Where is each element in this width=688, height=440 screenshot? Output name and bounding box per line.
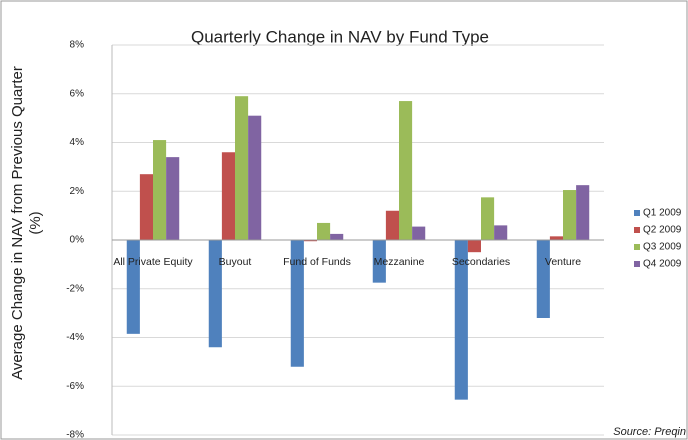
legend-label: Q2 2009 <box>643 225 682 236</box>
x-tick-label: Fund of Funds <box>283 256 351 268</box>
bar <box>317 222 331 240</box>
y-tick-label: 8% <box>70 40 85 51</box>
bar <box>481 197 495 240</box>
source-note: Source: Preqin <box>613 426 686 438</box>
bar <box>139 174 153 240</box>
bar <box>153 140 167 240</box>
bar <box>399 101 413 240</box>
x-tick-label: Secondaries <box>452 256 510 268</box>
y-tick-label: -2% <box>66 283 84 294</box>
y-tick-label: 2% <box>70 186 85 197</box>
y-tick-label: -4% <box>66 332 84 343</box>
bar <box>412 226 426 240</box>
bar <box>330 233 344 240</box>
legend-swatch <box>634 244 640 250</box>
x-tick-label: Mezzanine <box>374 256 425 268</box>
bar <box>303 240 317 242</box>
x-tick-label: Buyout <box>219 256 252 268</box>
bar <box>372 240 386 283</box>
bar <box>454 240 468 400</box>
y-tick-label: -8% <box>66 430 84 440</box>
legend-label: Q4 2009 <box>643 259 682 270</box>
y-tick-label: -6% <box>66 381 84 392</box>
bar <box>235 96 249 240</box>
bar <box>385 210 399 240</box>
bar <box>494 225 508 240</box>
legend-swatch <box>634 227 640 233</box>
legend-label: Q1 2009 <box>643 208 682 219</box>
bar <box>536 240 550 318</box>
y-axis-title: Average Change in NAV from Previous Quar… <box>9 66 44 380</box>
legend-label: Q3 2009 <box>643 242 682 253</box>
legend-swatch <box>634 210 640 216</box>
y-tick-label: 4% <box>70 137 85 148</box>
legend-swatch <box>634 261 640 267</box>
bar <box>467 240 481 253</box>
bar <box>248 115 262 240</box>
y-tick-label: 0% <box>70 235 85 246</box>
bar <box>166 157 180 240</box>
bar <box>549 236 563 240</box>
x-tick-label: Venture <box>545 256 581 268</box>
bar <box>576 185 590 240</box>
y-tick-label: 6% <box>70 88 85 99</box>
bar <box>563 190 577 240</box>
bar <box>126 240 140 334</box>
chart-title: Quarterly Change in NAV by Fund Type <box>191 27 489 46</box>
bar <box>290 240 304 367</box>
x-tick-label: All Private Equity <box>113 256 193 268</box>
bar <box>221 152 235 240</box>
bar <box>208 240 222 348</box>
